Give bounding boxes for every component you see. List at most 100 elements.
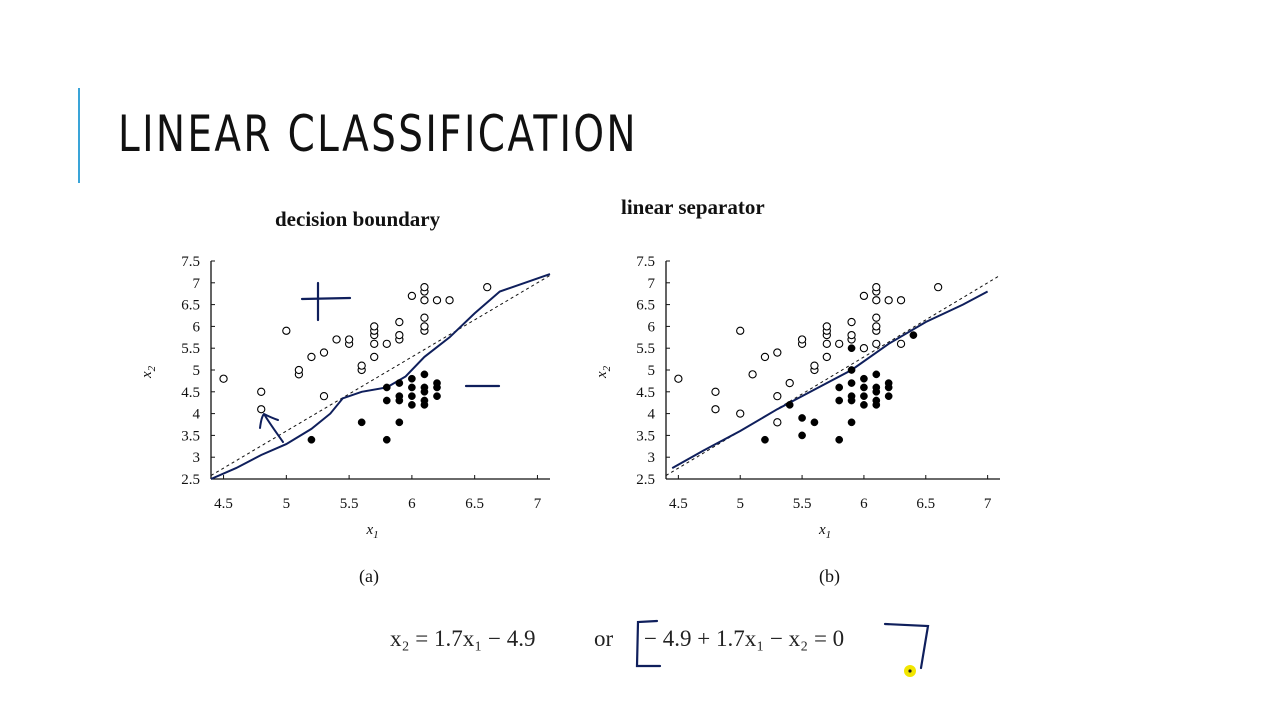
chart-1-open-point <box>760 352 770 362</box>
chart-1-filled-point <box>798 414 806 422</box>
chart-0-open-point <box>432 296 442 305</box>
chart-1-open-point <box>711 387 720 396</box>
chart-0-open-point <box>282 326 291 335</box>
chart-1-x-tick-label: 4.5 <box>669 496 688 512</box>
chart-0-filled-point <box>408 401 416 409</box>
chart-1-y-tick-label: 7 <box>648 276 656 292</box>
chart-1-filled-point <box>847 379 856 387</box>
chart-0-filled-point <box>382 435 391 444</box>
chart-0-y-tick-label: 7 <box>193 276 201 292</box>
plus-sign-annotation <box>300 281 352 322</box>
chart-1-open-point <box>773 418 782 427</box>
chart-0-open-point <box>407 291 417 301</box>
chart-0-filled-point <box>420 396 429 405</box>
chart-1-filled-point <box>884 392 893 401</box>
chart-0-filled-point <box>408 392 416 401</box>
chart-1-y-axis-label-sub: 2 <box>601 365 613 371</box>
chart-1-filled-point <box>872 383 881 392</box>
chart-1-filled-point <box>810 418 819 427</box>
chart-1-filled-point <box>847 392 856 401</box>
chart-1-open-point <box>711 405 720 414</box>
chart-1-y-tick-label: 5 <box>648 363 656 379</box>
chart-0-open-point <box>319 392 329 401</box>
chart-1-y-tick-label: 2.5 <box>636 472 655 488</box>
arrow-annotation <box>259 412 284 443</box>
chart-0-x-tick-label: 7 <box>534 496 542 512</box>
chart-0-filled-point <box>307 435 316 444</box>
chart-1-open-point <box>884 296 893 305</box>
chart-0-x-tick-label: 4.5 <box>214 496 233 512</box>
chart-1-open-point <box>896 296 906 305</box>
chart-0-y-axis-label-sub: 2 <box>146 365 158 371</box>
chart-1-y-tick-label: 4.5 <box>636 385 655 401</box>
chart-0-open-point <box>294 365 304 375</box>
bracket-right-annotation <box>883 622 930 670</box>
chart-1-open-point <box>736 409 745 418</box>
chart-0-open-point <box>307 352 316 362</box>
chart-1-open-point <box>859 291 869 301</box>
chart-0-filled-point <box>395 392 404 401</box>
chart-1-open-point <box>872 296 881 305</box>
chart-1-x-tick-label: 6 <box>860 496 868 512</box>
chart-1-y-tick-label: 3.5 <box>636 428 655 444</box>
chart-0-filled-point <box>420 370 429 379</box>
chart-1-filled-point <box>761 435 769 444</box>
chart-0-open-point <box>395 317 404 327</box>
chart-1-filled-point <box>860 401 868 409</box>
chart-1-open-point <box>674 374 683 383</box>
chart-1-open-point <box>748 370 757 379</box>
chart-1-filled-point <box>835 383 844 392</box>
chart-0-y-tick-label: 5 <box>193 363 201 379</box>
chart-1-open-point <box>872 339 881 348</box>
chart-1-y-tick-label: 6.5 <box>636 298 655 314</box>
chart-1-dashed-line <box>665 274 1001 476</box>
formula-or-word: or <box>594 626 614 651</box>
chart-0-y-tick-label: 4.5 <box>181 385 200 401</box>
chart-0-open-point <box>445 296 454 305</box>
chart-1-open-point <box>773 392 782 401</box>
chart-0-y-tick-label: 6.5 <box>181 298 200 314</box>
chart-1-open-point <box>847 330 856 340</box>
chart-1-filled-point <box>872 370 881 379</box>
chart-1-open-point <box>822 339 831 348</box>
chart-1-filled-point <box>835 435 844 444</box>
chart-1-open-point <box>822 352 831 362</box>
chart-0-filled-point <box>433 392 441 401</box>
chart-1-open-point <box>785 378 794 388</box>
chart-0-y-tick-label: 5.5 <box>181 341 200 357</box>
chart-1-open-point <box>847 317 856 327</box>
chart-1-y-tick-label: 3 <box>648 450 656 466</box>
chart-1-filled-point <box>847 366 856 374</box>
chart-0-x-tick-label: 5.5 <box>340 496 359 512</box>
chart-1-open-point <box>859 344 869 353</box>
chart-0-open-point <box>420 283 429 292</box>
chart-0-open-point <box>395 330 404 340</box>
chart-1-open-point <box>872 313 881 322</box>
bracket-left-annotation <box>635 619 662 668</box>
chart-a-caption: (a) <box>359 566 379 586</box>
chart-1-filled-point <box>847 418 856 427</box>
chart-1-filled-point <box>785 401 794 409</box>
chart-1-y-tick-label: 4 <box>648 407 656 423</box>
chart-0-open-point <box>357 361 366 370</box>
formula-slope-intercept: x₂ = 1.7x₁ − 4.9 <box>390 626 536 651</box>
chart-1-x-tick-label: 5 <box>736 496 744 512</box>
chart-1-open-point <box>822 322 831 331</box>
chart-1-filled-point <box>909 331 918 339</box>
chart-0-open-point <box>420 296 429 305</box>
chart-0-x-tick-label: 5 <box>283 496 291 512</box>
chart-0-filled-point <box>357 418 366 427</box>
chart-1-open-point <box>736 326 745 335</box>
chart-1-open-point <box>933 283 943 292</box>
chart-1-x-tick-label: 7 <box>984 496 992 512</box>
chart-1-x-axis-label-sub: 1 <box>826 529 832 541</box>
chart-0-open-point <box>382 339 391 348</box>
chart-0-filled-point <box>395 379 404 387</box>
chart-1-x-tick-label: 5.5 <box>793 496 812 512</box>
chart-1-open-point <box>896 339 906 348</box>
chart-1-filled-point <box>884 379 893 387</box>
chart-0-y-tick-label: 3 <box>193 450 201 466</box>
chart-0-x-tick-label: 6 <box>408 496 416 512</box>
